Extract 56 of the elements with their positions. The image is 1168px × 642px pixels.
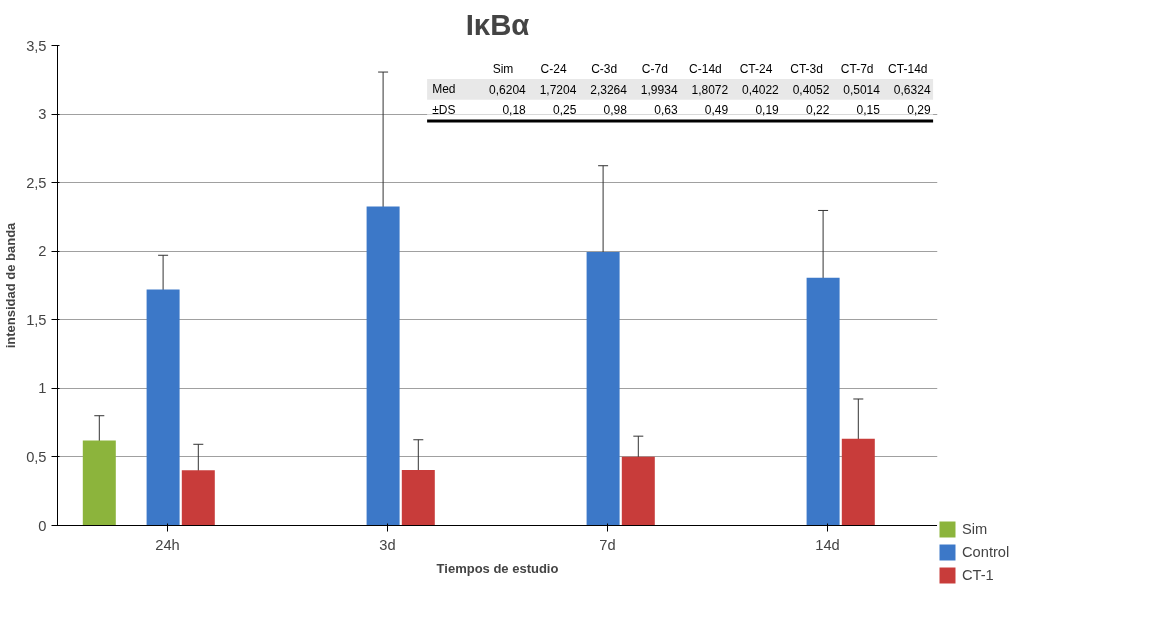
x-axis-title: Tiempos de estudio [436, 560, 559, 576]
annotation: 0,4022 [742, 82, 780, 97]
bar [621, 456, 655, 526]
y-tick-label: 0,5 [26, 448, 47, 465]
annotation: C-3d [591, 61, 618, 76]
annotation: 2,3264 [590, 82, 628, 97]
x-tick-label: 14d [815, 536, 840, 553]
annotation: 0,63 [654, 103, 678, 118]
annotation: 0,25 [553, 103, 577, 118]
annotation: 1,7204 [539, 82, 577, 97]
bar [841, 438, 875, 526]
annotation: CT-7d [840, 61, 874, 76]
annotation: CT-24 [739, 61, 773, 76]
legend-label: Sim [962, 521, 988, 537]
x-tick-label: 3d [379, 536, 396, 553]
annotation: 0,15 [856, 103, 881, 118]
y-tick-label: 1 [38, 380, 47, 397]
annotation: 1,8072 [691, 82, 729, 97]
annotation: C-7d [641, 61, 668, 76]
annotation: 0,19 [755, 103, 780, 118]
annotation: 0,6204 [489, 82, 527, 97]
annotation: 0,18 [502, 103, 527, 118]
annotation: CT-14d [888, 61, 928, 76]
annotation: C-24 [540, 61, 567, 76]
x-tick-label: 24h [155, 536, 180, 553]
bar [586, 252, 620, 526]
annotation: Sim [492, 61, 514, 76]
bar [366, 206, 400, 526]
annotation: C-14d [689, 61, 722, 76]
annotation: 0,29 [907, 103, 931, 118]
y-tick-label: 1,5 [26, 311, 47, 328]
annotation: 0,22 [806, 103, 830, 118]
bar [401, 469, 435, 526]
bar [181, 470, 215, 526]
bar [146, 289, 180, 526]
annotation: 0,49 [704, 103, 729, 118]
annotation: 0,98 [603, 103, 628, 118]
y-tick-label: 0 [38, 517, 47, 534]
y-axis-title: intensidad de banda [3, 221, 19, 349]
annotation: 0,4052 [792, 82, 830, 97]
annotation: 1,9934 [640, 82, 678, 97]
y-tick-label: 2 [38, 243, 47, 260]
chart-title: IκBα [465, 7, 530, 41]
y-tick-label: 3 [38, 106, 47, 123]
bar [806, 277, 840, 526]
y-tick-label: 2,5 [26, 174, 47, 191]
x-tick-label: 7d [599, 536, 616, 553]
annotation: 0,5014 [843, 82, 881, 97]
annotation: Med [432, 82, 456, 97]
legend-label: Control [962, 544, 1010, 560]
annotation: 0,6324 [893, 82, 931, 97]
annotation: CT-3d [790, 61, 823, 76]
legend-label: CT-1 [962, 567, 994, 583]
bar [82, 440, 116, 526]
y-tick-label: 3,5 [26, 37, 47, 54]
annotation: ±DS [432, 102, 456, 117]
